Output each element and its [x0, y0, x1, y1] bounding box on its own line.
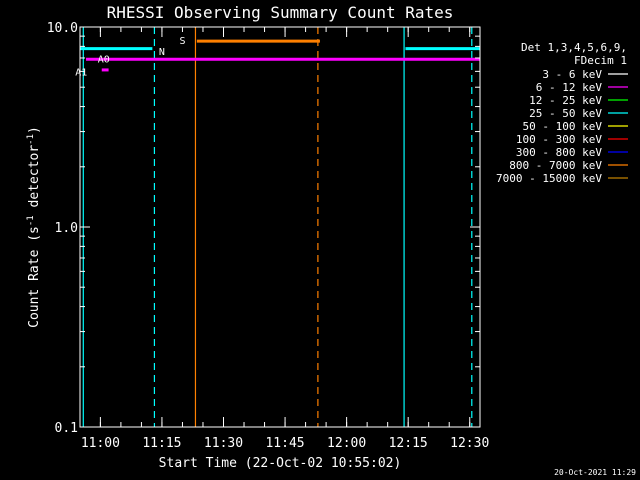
x-tick-label: 12:00: [327, 436, 366, 451]
annotations-layer: N S A0 A1: [75, 36, 185, 78]
annotation-a0: A0: [98, 55, 110, 66]
legend-label-25-50-kev: 25 - 50 keV: [529, 107, 602, 120]
y-axis: 0.1 1.0 10.0: [47, 21, 480, 436]
x-tick-label: 11:00: [81, 436, 120, 451]
x-axis: 11:00 11:15 11:30 11:45 12:00 12:15 12:30: [81, 27, 489, 451]
vertical-markers: [82, 27, 473, 427]
legend-label-300-800-kev: 300 - 800 keV: [516, 146, 602, 159]
legend-label-12-25-kev: 12 - 25 keV: [529, 94, 602, 107]
y-tick-label: 10.0: [47, 21, 78, 36]
y-tick-label: 0.1: [55, 421, 78, 436]
chart-title: RHESSI Observing Summary Count Rates: [107, 3, 454, 22]
x-axis-label: Start Time (22-Oct-02 10:55:02): [159, 456, 402, 471]
x-tick-label: 11:30: [204, 436, 243, 451]
x-tick-label: 11:15: [142, 436, 181, 451]
legend-header-line-1: Det 1,3,4,5,6,9,: [521, 41, 627, 54]
timestamp: 20-Oct-2021 11:29: [554, 468, 636, 477]
legend-label-6-12-kev: 6 - 12 keV: [536, 81, 603, 94]
x-tick-label: 12:30: [450, 436, 489, 451]
legend-label-800-7000-kev: 800 - 7000 keV: [509, 159, 602, 172]
legend-label-100-300-kev: 100 - 300 keV: [516, 133, 602, 146]
y-axis-label: Count Rate (s-1 detector-1): [26, 126, 42, 328]
annotation-a1: A1: [75, 67, 87, 78]
legend-header-line-2: FDecim 1: [574, 54, 627, 67]
legend-label-50-100-kev: 50 - 100 keV: [523, 120, 603, 133]
series-layer: [80, 39, 480, 72]
x-tick-label: 11:45: [265, 436, 304, 451]
x-tick-label: 12:15: [389, 436, 428, 451]
annotation-n: N: [159, 47, 165, 58]
plot-frame: [79, 26, 481, 428]
legend-label-7000-15000-kev: 7000 - 15000 keV: [496, 172, 602, 185]
annotation-s: S: [179, 36, 185, 47]
y-tick-label: 1.0: [55, 221, 78, 236]
legend-label-3-6-kev: 3 - 6 keV: [542, 68, 602, 81]
